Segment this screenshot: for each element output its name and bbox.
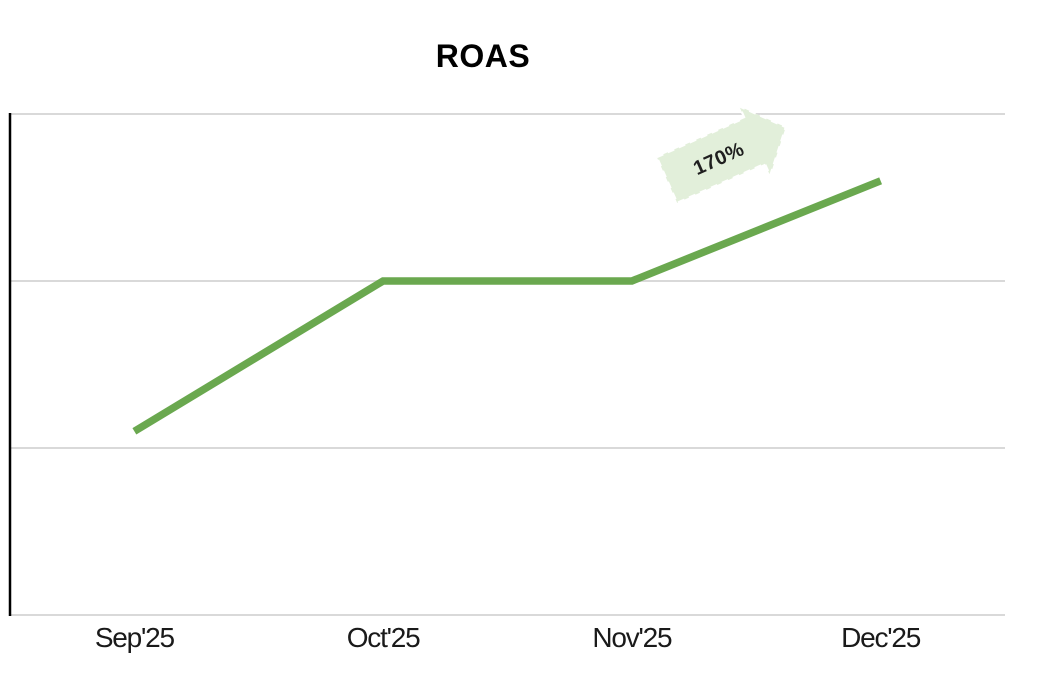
x-axis-label: Sep'25 — [94, 622, 175, 653]
up-right-arrow-icon — [655, 104, 788, 205]
growth-arrow: 170% — [655, 104, 788, 205]
x-axis-label: Oct'25 — [346, 622, 421, 653]
chart-title: ROAS — [435, 38, 531, 74]
x-axis-labels: Sep'25 Oct'25 Nov'25 Dec'25 — [10, 622, 1005, 654]
roas-series-line — [132, 177, 883, 435]
x-axis-label: Nov'25 — [592, 622, 672, 653]
x-axis-label: Dec'25 — [841, 622, 921, 653]
